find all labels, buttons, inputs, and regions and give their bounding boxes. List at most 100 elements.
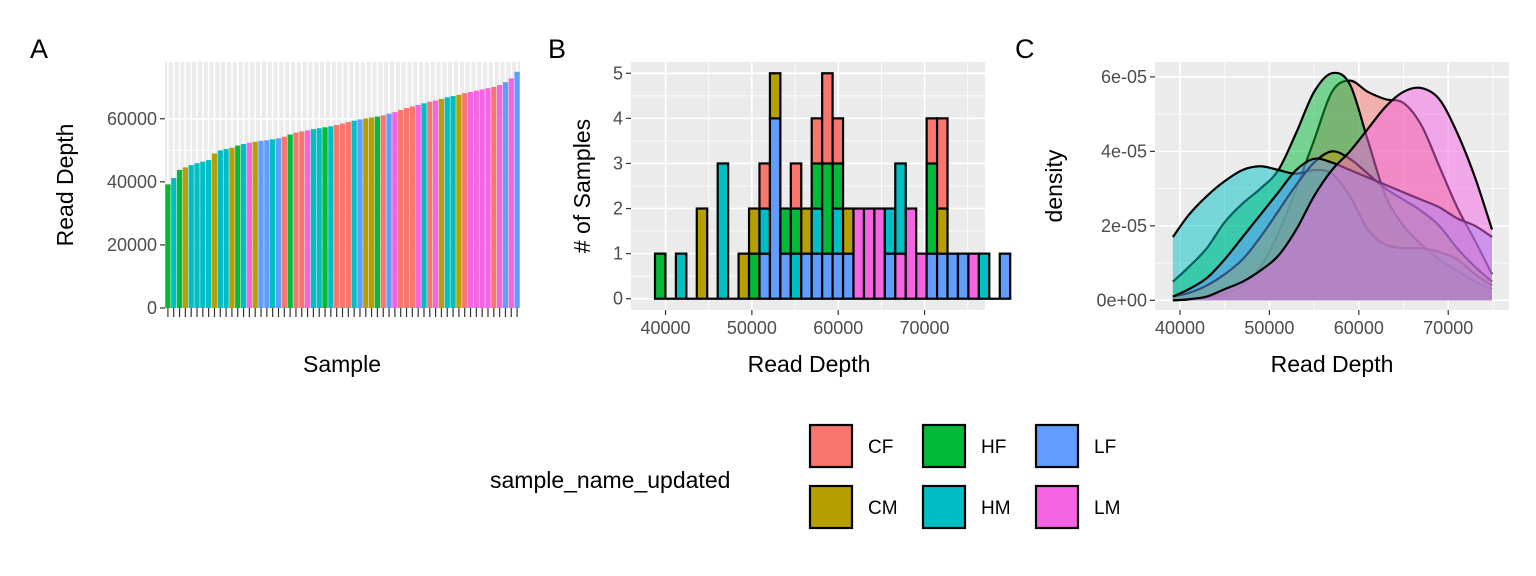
- panel-a-bar: [287, 134, 293, 308]
- panel-a-bar: [258, 140, 264, 308]
- panel-a-bar: [368, 117, 375, 308]
- panel-b-histogram-bar: [768, 72, 782, 120]
- panel-b-histogram-bar: [894, 252, 907, 300]
- legend-label-cm: CM: [868, 498, 898, 519]
- panel-b-histogram-bar: [862, 207, 876, 300]
- panel-a-x-title: Sample: [303, 351, 381, 377]
- panel-b-histogram-bar: [758, 252, 772, 300]
- panel-a-bar: [438, 98, 445, 309]
- panel-a-bar: [211, 153, 218, 308]
- panel-b-histogram-bar: [956, 252, 970, 300]
- panel-b-histogram-bar: [831, 252, 845, 300]
- panel-b-histogram-bar: [821, 72, 834, 165]
- panel-a-bar: [485, 88, 491, 308]
- panel-a-bar: [264, 140, 270, 308]
- panel-a-bar: [473, 90, 479, 308]
- panel-b-histogram-bar: [977, 252, 991, 300]
- panel-a-bar: [246, 142, 253, 308]
- panel-b-x-tick-label: 70000: [900, 318, 950, 338]
- panel-b-x-tick-label: 40000: [641, 318, 691, 338]
- panel-a-bar: [497, 85, 503, 309]
- panel-b-y-title: # of Samples: [569, 119, 595, 253]
- panel-c-y-tick-label: 0e+00: [1096, 290, 1147, 310]
- panel-a-bar: [380, 115, 386, 308]
- panel-a-bar: [223, 149, 229, 308]
- panel-b-histogram-bar: [841, 207, 855, 255]
- panel-b-histogram-bar: [810, 117, 824, 165]
- panel-c-y-tick-label: 6e-05: [1101, 67, 1147, 87]
- panel-b-histogram-bar: [873, 207, 886, 300]
- panel-b-histogram-bar: [946, 252, 960, 300]
- panel-c-axes: 0e+00 2e-05 4e-05 6e-05 40000 50000 60000 70000: [1096, 67, 1473, 338]
- panel-a-bar: [363, 118, 369, 308]
- panel-a-bar: [432, 100, 439, 308]
- panel-a-bar: [275, 138, 282, 308]
- legend-keys: CF HF LF CM HM LM: [808, 423, 1120, 530]
- legend-key-hm: [921, 484, 967, 530]
- panel-b-y-tick-label: 0: [613, 289, 623, 309]
- panel-b-histogram-bar: [925, 252, 939, 300]
- panel-a-bar: [304, 130, 311, 308]
- panel-b-histogram-bar: [737, 252, 751, 300]
- panel-a-bar: [421, 103, 427, 308]
- legend-label-lm: LM: [1094, 498, 1120, 519]
- panel-a-bar: [357, 119, 363, 309]
- panel-b-histogram-bar: [653, 252, 667, 300]
- panel-b-histogram-bar: [810, 162, 824, 210]
- panel-a-bar: [427, 101, 433, 308]
- panel-b-histogram-bar: [925, 162, 939, 255]
- panel-b-histogram-bar: [935, 252, 949, 300]
- panel-b-histogram-bar: [716, 162, 730, 300]
- panel-a-bars: [165, 71, 520, 309]
- panel-c: C 0e+00 2e-05 4e-05 6e-05 40000 50000 60000 700…: [1015, 34, 1509, 377]
- panel-a-tag: A: [30, 34, 48, 64]
- panel-b-histogram-bar: [779, 252, 792, 300]
- panel-b-histogram-bar: [925, 117, 939, 165]
- panel-c-x-tick-label: 40000: [1155, 318, 1205, 338]
- panel-b-histogram-bar: [674, 252, 688, 300]
- panel-b-histogram-bar: [904, 207, 918, 300]
- panel-b-histogram-bar: [810, 252, 824, 300]
- panel-c-density-line: [1172, 86, 1494, 302]
- panel-b-x-tick-label: 60000: [813, 318, 863, 338]
- panel-a-bar: [479, 89, 485, 308]
- panel-b-y-tick-label: 4: [613, 108, 623, 128]
- panel-a-bar: [392, 112, 398, 309]
- panel-a-bar: [310, 129, 317, 308]
- panel-a-bar: [281, 136, 287, 308]
- legend-key-hf: [921, 423, 967, 469]
- panel-c-density-curves: [1171, 71, 1494, 302]
- panel-c-density-area: [1172, 87, 1493, 301]
- panel-b-histogram-bar: [915, 252, 928, 300]
- legend-key-lm: [1034, 484, 1080, 530]
- panel-b-histogram-bar: [810, 207, 824, 255]
- panel-a-bar: [252, 141, 258, 308]
- legend-key-cf: [808, 423, 854, 469]
- panel-a-bar: [398, 109, 404, 308]
- panel-a-bar: [165, 184, 171, 308]
- panel-b-histogram-bar: [967, 252, 980, 300]
- panel-a-axes: 0 20000 40000 60000: [107, 109, 518, 318]
- panel-a-bar: [374, 116, 381, 308]
- panel-a-bar: [491, 86, 497, 309]
- legend-label-lf: LF: [1094, 437, 1116, 458]
- panel-a-y-tick-label: 40000: [107, 172, 157, 192]
- panel-b-y-tick-label: 5: [613, 63, 623, 83]
- panel-a-bar: [403, 108, 410, 309]
- panel-b-histogram-bar: [789, 252, 803, 300]
- legend-title: sample_name_updated: [490, 467, 730, 493]
- panel-b-x-tick-label: 50000: [727, 318, 777, 338]
- panel-a-bar: [182, 167, 188, 308]
- panel-a-bar: [444, 97, 450, 308]
- panel-b-histogram-bar: [789, 207, 803, 255]
- panel-a-bar: [462, 93, 468, 308]
- legend-label-hm: HM: [981, 498, 1011, 519]
- panel-b-histogram-bar: [998, 252, 1012, 300]
- panel-a-bar: [176, 169, 183, 308]
- panel-b-x-title: Read Depth: [748, 351, 871, 377]
- panel-b-histogram-bar: [821, 252, 834, 300]
- panel-b-histogram-bar: [779, 207, 792, 255]
- panel-b-histogram-bar: [841, 252, 855, 300]
- panel-b-histogram-bar: [935, 117, 949, 210]
- panel-a-bar: [339, 123, 346, 308]
